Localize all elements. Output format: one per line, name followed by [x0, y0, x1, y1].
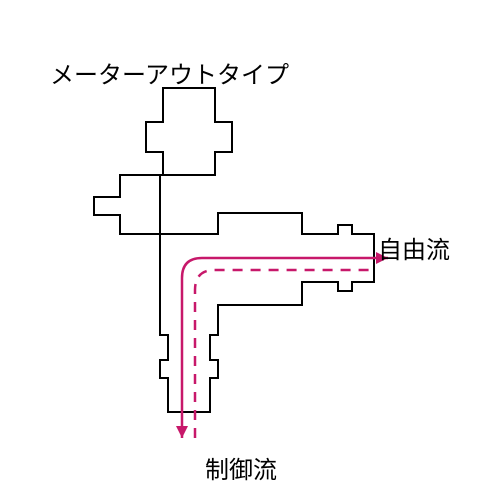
control-flow-label: 制御流	[205, 450, 277, 485]
diagram-title: メーターアウトタイプ	[50, 55, 289, 90]
free-flow-label: 自由流	[378, 230, 450, 265]
